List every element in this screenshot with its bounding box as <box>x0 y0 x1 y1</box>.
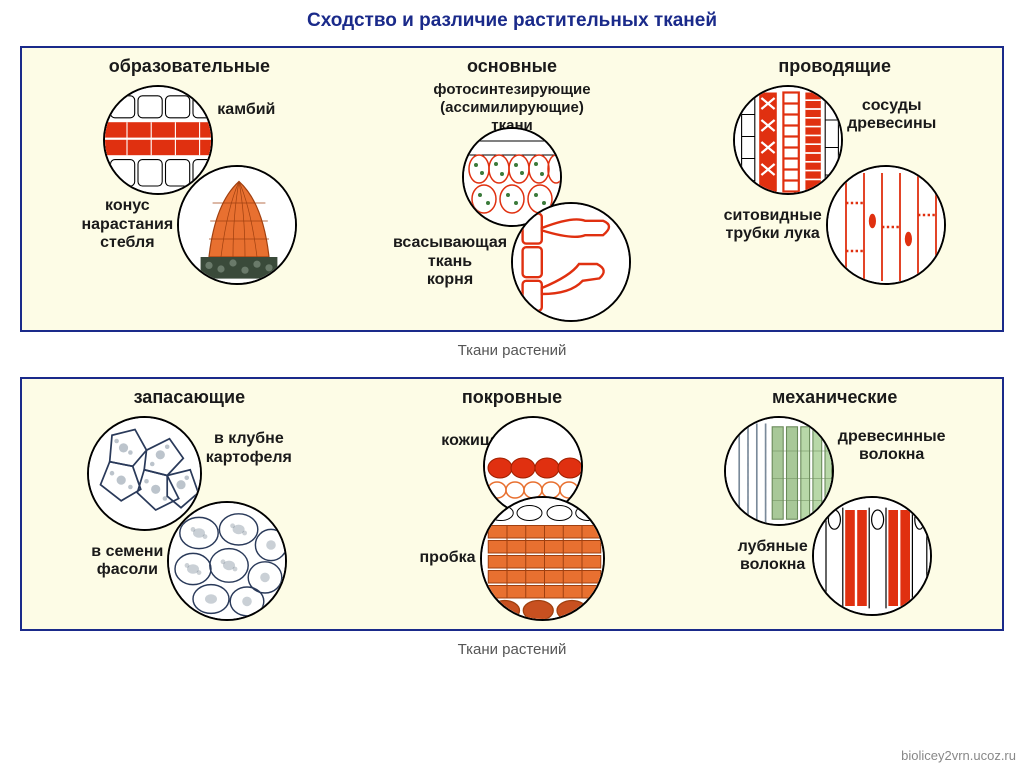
label-potato: в клубне картофеля <box>206 430 292 467</box>
label-root: всасывающая ткань корня <box>393 234 507 289</box>
diagram-sieve <box>826 165 946 285</box>
section-conducting: проводящие сосуды древесины ситовидные т… <box>673 56 996 322</box>
section-title: механические <box>772 387 897 408</box>
section-title: покровные <box>462 387 562 408</box>
section-title: проводящие <box>778 56 891 77</box>
watermark: biolicey2vrn.ucoz.ru <box>901 748 1016 763</box>
label-bean: в семени фасоли <box>91 543 163 580</box>
label-cambium: камбий <box>217 101 275 119</box>
caption-bottom: Ткани растений <box>20 641 1004 658</box>
diagram-root-hair <box>511 202 631 322</box>
section-main: основные фотосинтезирующие (ассимилирующ… <box>351 56 674 322</box>
section-storage: запасающие в клубне картофеля в семени ф… <box>28 387 351 621</box>
section-title: основные <box>467 56 557 77</box>
label-cork: пробка <box>420 549 476 567</box>
section-mechanical: механические древесинные волокна <box>673 387 996 621</box>
section-covering: покровные кожица пробка <box>351 387 674 621</box>
label-wood: древесинные волокна <box>838 428 946 465</box>
panel-top: образовательные <box>20 46 1004 332</box>
section-educational: образовательные <box>28 56 351 322</box>
diagram-cork <box>480 496 605 621</box>
caption-top: Ткани растений <box>20 342 1004 359</box>
panel-bottom: запасающие в клубне картофеля в семени ф… <box>20 377 1004 631</box>
page-title: Сходство и различие растительных тканей <box>20 10 1004 32</box>
section-title: образовательные <box>109 56 270 77</box>
section-title: запасающие <box>134 387 245 408</box>
label-sieve: ситовидные трубки лука <box>724 207 822 244</box>
label-vessels: сосуды древесины <box>847 97 936 134</box>
label-bast: лубяные волокна <box>738 538 808 575</box>
diagram-bast <box>812 496 932 616</box>
label-cone: конус нарастания стебля <box>81 197 173 252</box>
diagram-bean <box>167 501 287 621</box>
diagram-cone <box>177 165 297 285</box>
